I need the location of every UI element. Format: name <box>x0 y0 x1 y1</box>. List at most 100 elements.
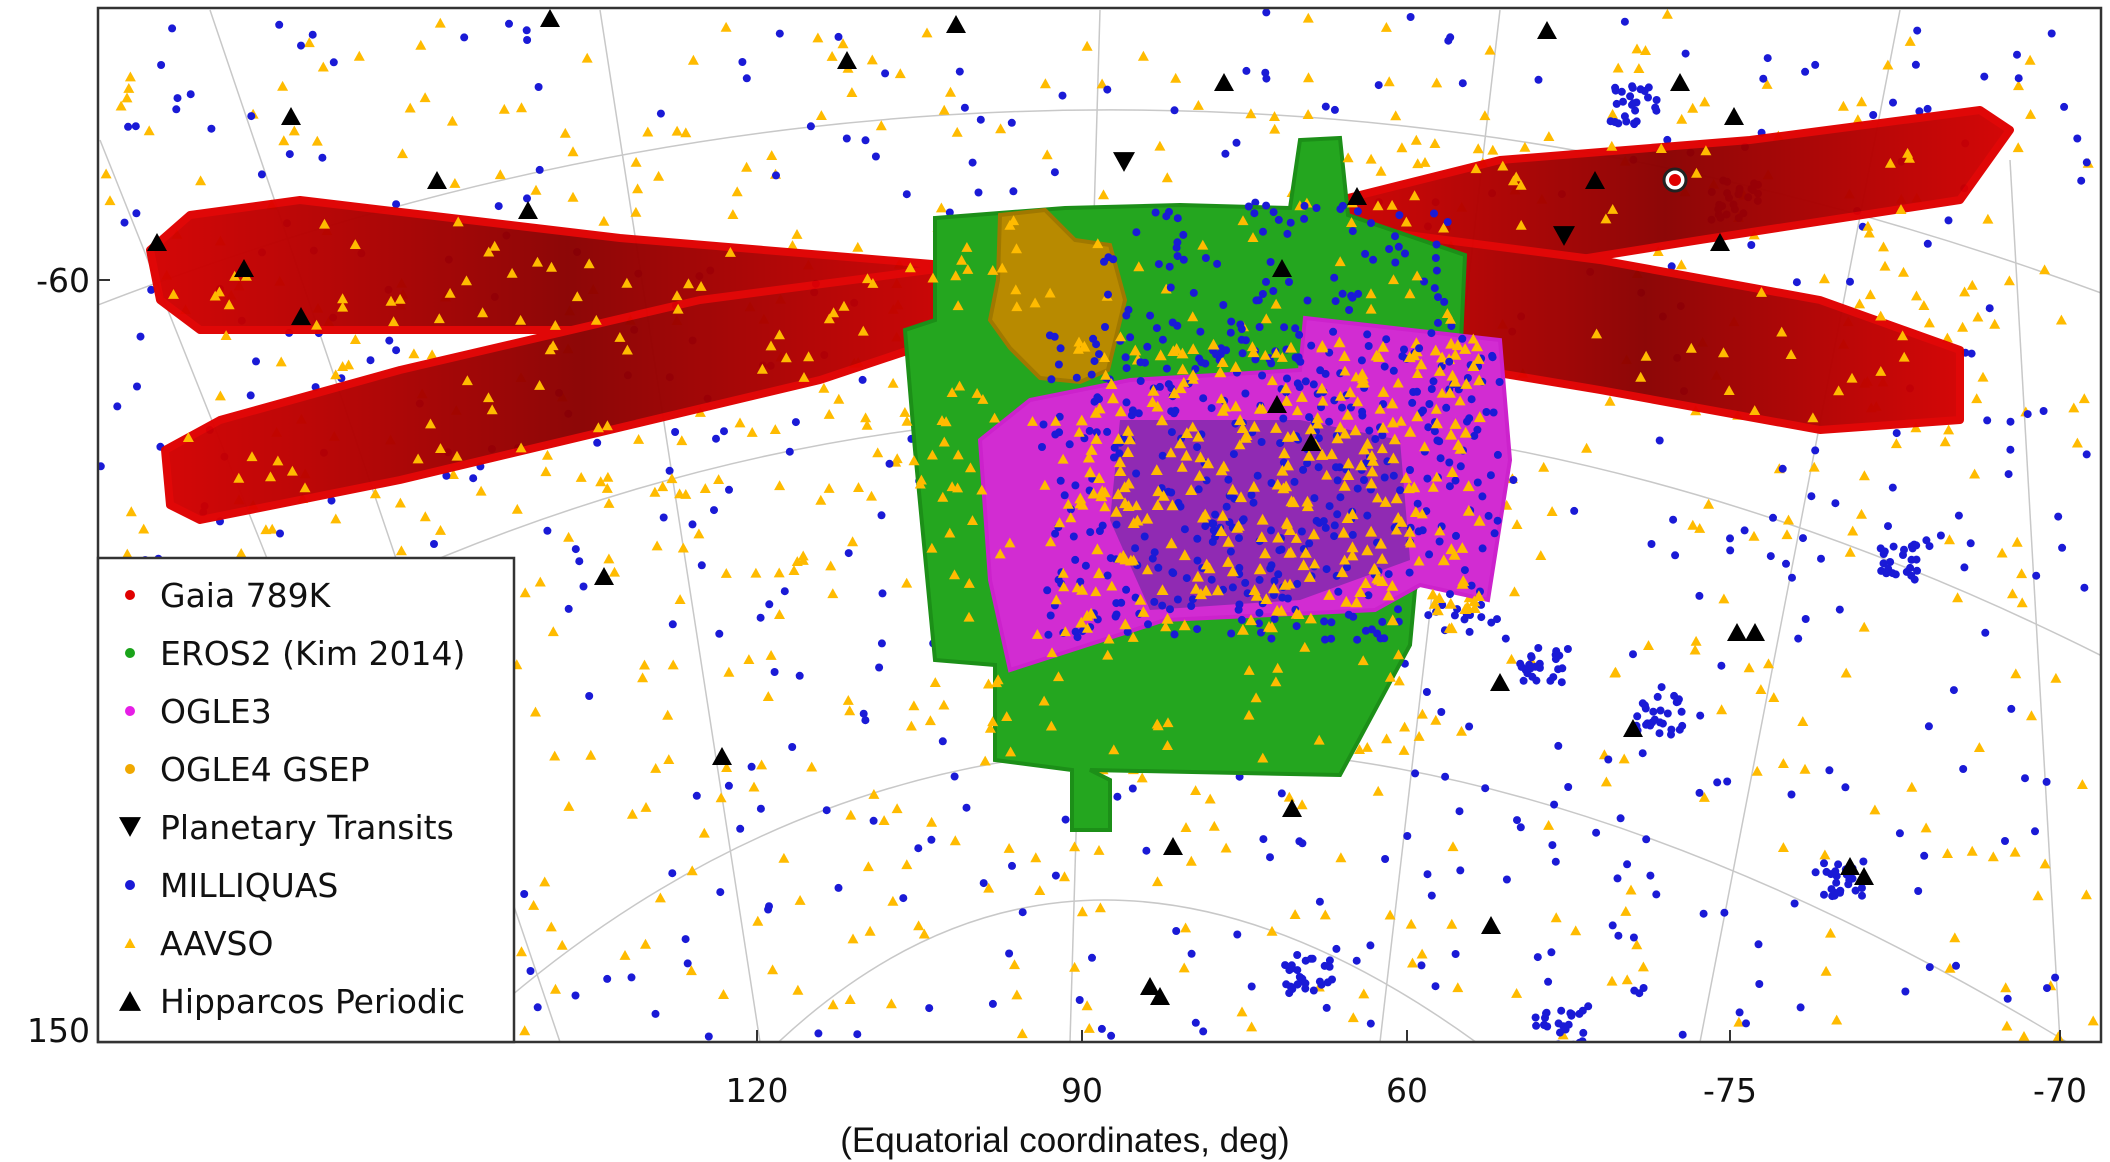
aavso-point <box>369 488 381 499</box>
planetary-transit-point <box>1113 152 1135 172</box>
aavso-point <box>924 715 936 726</box>
milliquas-point <box>1365 426 1374 435</box>
milliquas-point <box>1330 521 1339 530</box>
aavso-point <box>743 654 755 664</box>
milliquas-point <box>1199 394 1208 403</box>
milliquas-point <box>1892 429 1901 438</box>
milliquas-point <box>1173 595 1182 604</box>
milliquas-point <box>1274 570 1283 579</box>
aavso-point <box>534 380 546 390</box>
aavso-point <box>901 577 913 588</box>
milliquas-point <box>1465 722 1474 731</box>
milliquas-point <box>2051 973 2060 982</box>
milliquas-point <box>1726 546 1735 555</box>
aavso-point <box>337 301 349 312</box>
milliquas-point <box>1060 491 1069 500</box>
aavso-point <box>1154 349 1167 361</box>
milliquas-point <box>1054 575 1063 584</box>
milliquas-point <box>1611 83 1620 92</box>
milliquas-point <box>1447 322 1456 331</box>
aavso-point <box>1920 822 1932 833</box>
aavso-point <box>1819 849 1831 860</box>
x-tick-label: -75 <box>1703 1071 1757 1110</box>
milliquas-point <box>1050 168 1059 177</box>
aavso-point <box>1297 559 1310 571</box>
aavso-point <box>1290 533 1302 543</box>
milliquas-point <box>1115 449 1124 458</box>
milliquas-point <box>1465 414 1474 423</box>
milliquas-point <box>1467 581 1476 590</box>
aavso-point <box>926 816 938 827</box>
milliquas-point <box>1966 539 1975 548</box>
aavso-point <box>852 241 864 252</box>
aavso-point <box>844 994 856 1004</box>
milliquas-point <box>1051 430 1060 439</box>
hipparcos-periodic-point <box>1710 233 1730 251</box>
aavso-point <box>1338 427 1351 439</box>
aavso-point <box>787 240 798 250</box>
aavso-point <box>887 377 899 388</box>
aavso-point <box>1090 586 1102 597</box>
hipparcos-periodic-point <box>147 233 167 251</box>
aavso-point <box>844 705 856 716</box>
milliquas-point <box>318 153 327 162</box>
milliquas-point <box>1262 8 1271 17</box>
aavso-point <box>1039 479 1051 490</box>
aavso-point <box>1510 171 1522 182</box>
aavso-point <box>475 485 487 496</box>
aavso-point <box>1200 584 1212 596</box>
aavso-point <box>621 344 633 355</box>
aavso-point <box>1271 478 1284 490</box>
aavso-point <box>1497 160 1509 171</box>
aavso-point <box>1467 333 1479 344</box>
aavso-point <box>815 494 827 505</box>
aavso-point <box>1436 387 1448 398</box>
aavso-point <box>1190 583 1202 594</box>
aavso-point <box>1342 469 1355 480</box>
aavso-point <box>1748 530 1760 541</box>
milliquas-point <box>834 32 843 41</box>
aavso-point <box>937 491 949 502</box>
aavso-point <box>1287 496 1300 508</box>
milliquas-point <box>1235 563 1244 572</box>
milliquas-point <box>1154 260 1163 269</box>
hipparcos-periodic-point <box>1537 21 1557 39</box>
milliquas-point <box>775 29 784 38</box>
milliquas-point <box>1050 332 1059 341</box>
hipparcos-periodic-point <box>281 107 301 125</box>
hipparcos-periodic-point <box>1272 259 1292 277</box>
milliquas-point <box>2039 407 2048 415</box>
aavso-point <box>756 363 768 374</box>
aavso-point <box>1334 256 1346 267</box>
milliquas-point <box>1807 492 1816 501</box>
aavso-point <box>1631 43 1643 54</box>
aavso-point <box>1415 358 1428 370</box>
aavso-point <box>1057 453 1069 464</box>
milliquas-point <box>1913 26 1922 35</box>
aavso-point <box>2012 142 2024 153</box>
milliquas-point <box>1656 718 1664 727</box>
milliquas-point <box>2007 704 2016 713</box>
milliquas-point <box>1451 476 1460 485</box>
milliquas-point <box>1667 730 1675 739</box>
aavso-point <box>2007 588 2018 599</box>
aavso-point <box>1302 12 1314 23</box>
aavso-point <box>1089 406 1102 418</box>
aavso-point <box>765 650 777 660</box>
aavso-point <box>590 314 602 325</box>
legend-marker <box>125 648 135 658</box>
y-tick-label: -60 <box>36 261 90 300</box>
milliquas-point <box>1270 615 1279 623</box>
milliquas-point <box>1154 563 1163 572</box>
aavso-point <box>1918 300 1930 310</box>
milliquas-point <box>1332 944 1341 953</box>
milliquas-point <box>2054 512 2063 521</box>
milliquas-point <box>1056 344 1065 353</box>
aavso-point <box>1106 580 1118 591</box>
legend-label: Hipparcos Periodic <box>160 982 465 1021</box>
aavso-point <box>1281 431 1294 442</box>
milliquas-point <box>1423 870 1432 879</box>
aavso-point <box>425 418 436 429</box>
aavso-point <box>657 481 669 492</box>
milliquas-point <box>1226 328 1235 337</box>
